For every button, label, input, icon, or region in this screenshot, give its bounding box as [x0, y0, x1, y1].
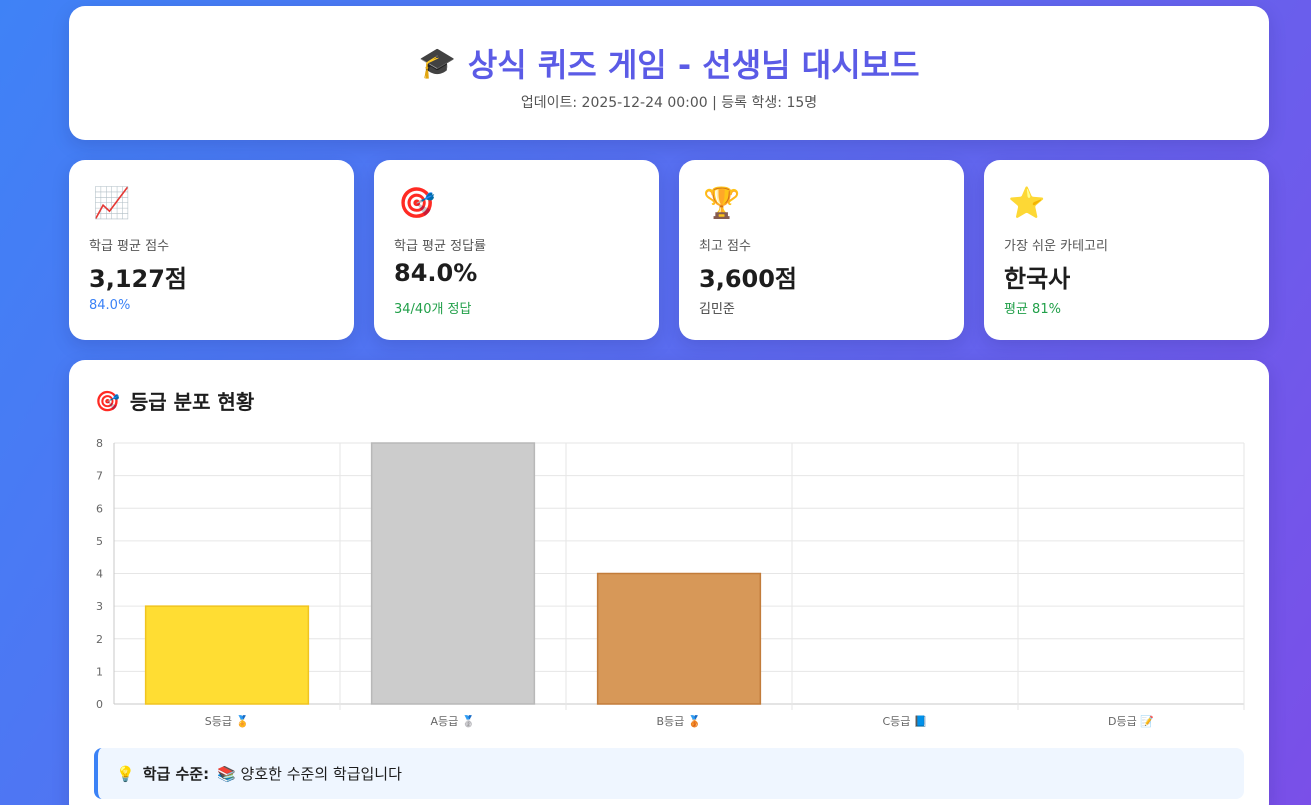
y-tick-label: 3: [96, 600, 103, 613]
lightbulb-icon: 💡: [116, 764, 135, 783]
y-tick-label: 7: [96, 470, 103, 483]
y-tick-label: 6: [96, 502, 103, 515]
x-tick-label: A등급 🥈: [431, 715, 476, 728]
star-icon: ⭐: [1008, 186, 1046, 221]
grade-distribution-card: 0 1 2 3 4 5 6 7 8 S등급 🏅 A등급 🥈 B등급 🥉 C등급 📘 D등급 📝 🎯 등급 …: [69, 360, 1269, 805]
stat-label: 가장 쉬운 카테고리: [1004, 239, 1108, 254]
info-text: 📚 양호한 수준의 학급입니다: [217, 765, 402, 783]
y-tick-label: 0: [96, 698, 103, 711]
stat-note: 34/40개 정답: [394, 302, 472, 317]
y-tick-label: 8: [96, 437, 103, 450]
x-tick-label: C등급 📘: [882, 715, 927, 728]
stat-label: 최고 점수: [699, 239, 751, 254]
x-tick-label: B등급 🥉: [657, 715, 702, 728]
stat-value: 84.0%: [394, 259, 478, 287]
y-tick-label: 2: [96, 633, 103, 646]
class-level-info: 💡 학급 수준: 📚 양호한 수준의 학급입니다: [94, 748, 1244, 799]
update-info: 업데이트: 2025-12-24 00:00 | 등록 학생: 15명: [520, 95, 818, 111]
stat-value: 한국사: [1004, 265, 1071, 293]
y-tick-label: 1: [96, 665, 103, 678]
y-tick-label: 4: [96, 568, 103, 581]
stat-note: 84.0%: [89, 298, 131, 313]
y-tick-label: 5: [96, 535, 103, 548]
trophy-icon: 🏆: [703, 186, 741, 221]
graduation-cap-icon: 🎓: [418, 45, 456, 81]
x-tick-label: D등급 📝: [1108, 715, 1154, 728]
stat-card-accuracy: 🎯 학급 평균 정답률 84.0% 34/40개 정답: [374, 160, 659, 340]
stat-card-top-score: 🏆 최고 점수 3,600점 김민준: [679, 160, 964, 340]
target-icon: 🎯: [95, 388, 120, 413]
x-tick-label: S등급 🏅: [205, 715, 249, 728]
target-icon: 🎯: [398, 186, 436, 221]
stat-card-average-score: 📈 학급 평균 점수 3,127점 84.0%: [69, 160, 354, 340]
grade-distribution-chart: 0 1 2 3 4 5 6 7 8 S등급 🏅 A등급 🥈 B등급 🥉 C등급 📘 D등급 📝: [96, 437, 1245, 728]
stat-label: 학급 평균 정답률: [394, 239, 486, 254]
dashboard-header: 🎓 상식 퀴즈 게임 - 선생님 대시보드 업데이트: 2025-12-24 0…: [69, 6, 1269, 140]
bar-3: [596, 572, 762, 705]
info-label: 학급 수준:: [142, 765, 210, 783]
stat-note: 김민준: [699, 302, 735, 317]
stat-note: 평균 81%: [1004, 302, 1061, 317]
bar-2: [370, 442, 536, 705]
stat-label: 학급 평균 점수: [89, 239, 170, 254]
chart-title: 🎯 등급 분포 현황: [95, 388, 255, 415]
stat-value: 3,600점: [699, 265, 797, 293]
page-title: 🎓 상식 퀴즈 게임 - 선생님 대시보드: [418, 45, 920, 85]
bar-1: [144, 605, 310, 705]
stat-card-easiest-category: ⭐ 가장 쉬운 카테고리 한국사 평균 81%: [984, 160, 1269, 340]
chart-increasing-icon: 📈: [93, 186, 131, 221]
stat-value: 3,127점: [89, 265, 187, 293]
